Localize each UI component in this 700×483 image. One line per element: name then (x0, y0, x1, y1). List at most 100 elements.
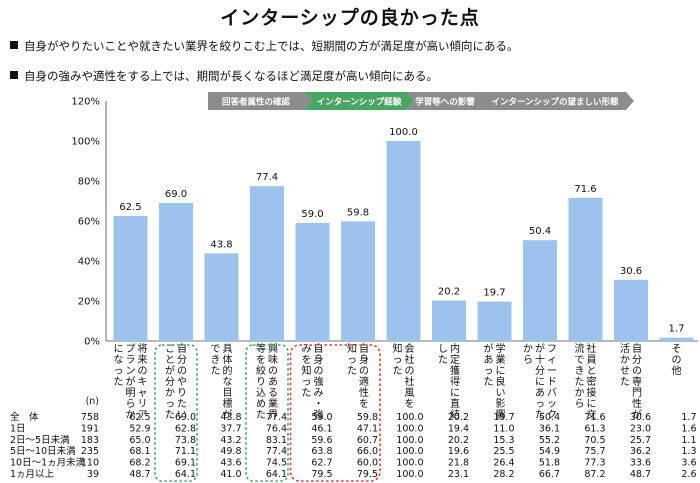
highlight-box-green (245, 344, 289, 482)
y-tick-label: 100% (71, 137, 100, 148)
category-label: みを知った (302, 344, 312, 399)
category-label: 自身の強み・強 (314, 342, 324, 421)
table-cell: 25.7 (630, 435, 651, 446)
bar-value-label: 59.0 (301, 209, 323, 220)
category-label: した (438, 343, 448, 366)
table-cell: 20.2 (448, 412, 469, 423)
stage-label-2: インターンシップ経験 (317, 97, 402, 108)
table-cell: 43.2 (220, 435, 241, 446)
table-cell: 19.4 (448, 423, 469, 434)
category-label: から (523, 343, 533, 366)
bar (386, 141, 421, 341)
bar (568, 197, 603, 341)
table-cell: 73.8 (175, 435, 196, 446)
bar (523, 240, 557, 341)
table-cell: 62.8 (175, 423, 196, 434)
bar-value-label: 59.8 (347, 207, 369, 218)
bar (432, 300, 466, 341)
table-cell: 74.5 (266, 458, 287, 469)
category-label: 自分のやりたい (177, 342, 187, 421)
table-cell: 15.3 (493, 435, 514, 446)
table-cell: 52.9 (129, 423, 150, 434)
bar (477, 301, 512, 341)
highlight-box-green (154, 344, 198, 482)
table-cell: 55.2 (539, 435, 560, 446)
table-cell: 1.7 (681, 412, 696, 423)
table-cell: 25.5 (493, 446, 514, 457)
highlight-box-red (289, 344, 381, 482)
table-cell: 77.3 (584, 458, 605, 469)
table-row-label: 10日～1ヵ月未満 (10, 457, 86, 469)
table-cell: 48.7 (129, 469, 150, 480)
table-cell: 36.2 (630, 446, 651, 457)
category-label: その他 (672, 343, 682, 377)
table-cell: 76.4 (266, 423, 287, 434)
table-cell: 47.1 (357, 423, 378, 434)
category-label: 知った (347, 342, 357, 377)
bar-value-label: 50.4 (529, 226, 551, 237)
bar (113, 216, 148, 341)
table-row-label: 全 体 (10, 411, 39, 423)
table-cell: 77.4 (266, 446, 287, 457)
category-label: 流できたから (575, 342, 585, 410)
table-cell: 21.8 (448, 458, 469, 469)
bar (295, 223, 330, 341)
table-cell: 49.8 (220, 446, 241, 457)
table-cell: 68.1 (129, 446, 150, 457)
bar-value-label: 62.5 (119, 202, 141, 213)
table-cell: 69.0 (175, 412, 196, 423)
category-label: 内定獲得に直結 (450, 342, 460, 421)
y-tick-label: 20% (78, 297, 100, 308)
y-tick-label: 0% (84, 337, 100, 348)
stage-chevron-1 (208, 92, 312, 110)
bars: 62.5 69.0 43.8 77.4 59.0 59.8 100.0 20.2 19.7 50.… (113, 127, 694, 341)
category-label: 自分の専門性が (632, 342, 642, 421)
table-cell: 30.6 (630, 412, 651, 423)
bullet-square-icon (10, 41, 18, 49)
stage-chevron-4 (476, 92, 634, 110)
stage-label-4: インターンシップの望ましい形態 (491, 97, 619, 108)
table-cell: 33.6 (630, 458, 651, 469)
table-cell: 48.7 (630, 469, 651, 480)
bar-value-label: 69.0 (165, 189, 187, 200)
table-cell: 28.2 (493, 469, 514, 480)
bar-value-label: 100.0 (389, 127, 418, 138)
table-cell: 87.2 (584, 469, 605, 480)
table-n-value: 110 (81, 458, 99, 469)
bullet-square-icon (10, 71, 18, 79)
bar-value-label: 43.8 (210, 239, 232, 250)
table-cell: 71.1 (175, 446, 196, 457)
stage-banner: 回答者属性の確認 インターンシップ経験 学習等への影響 インターンシップの望ましい形態 (208, 92, 634, 110)
table-cell: 2.6 (681, 469, 696, 480)
table-cell: 79.5 (357, 469, 378, 480)
bar (250, 186, 284, 341)
table-cell: 59.0 (311, 412, 332, 423)
table-cell: 100.0 (396, 412, 423, 423)
category-label: 活かせた (620, 343, 630, 388)
table-cell: 43.8 (220, 412, 241, 423)
category-label: があった (484, 342, 494, 388)
table-cell: 26.4 (493, 458, 514, 469)
table-cell: 100.0 (396, 423, 423, 434)
bar (204, 253, 239, 341)
page-title: インターシップの良かった点 (220, 7, 480, 29)
table-cell: 59.6 (311, 435, 332, 446)
table-cell: 64.1 (266, 469, 287, 480)
table-cell: 37.7 (220, 423, 241, 434)
category-label: 自身の適性を (359, 342, 369, 410)
bar-value-label: 71.6 (574, 184, 596, 195)
table-cell: 19.7 (493, 412, 514, 423)
table-row-label: 1ヵ月以上 (10, 469, 55, 480)
table-cell: 1.3 (681, 446, 696, 457)
table-n-value: 183 (81, 435, 99, 446)
bar-value-label: 30.6 (620, 266, 642, 277)
category-label: プランが明らか (126, 343, 136, 421)
category-label: 将来のキャリア (138, 343, 148, 421)
category-label: が十分にあった (535, 342, 545, 421)
table-cell: 1.1 (681, 435, 696, 446)
table-cell: 62.5 (129, 412, 150, 423)
category-label: 会社の社風を (405, 342, 415, 410)
table-cell: 43.6 (220, 458, 241, 469)
stage-label-1: 回答者属性の確認 (222, 97, 291, 108)
